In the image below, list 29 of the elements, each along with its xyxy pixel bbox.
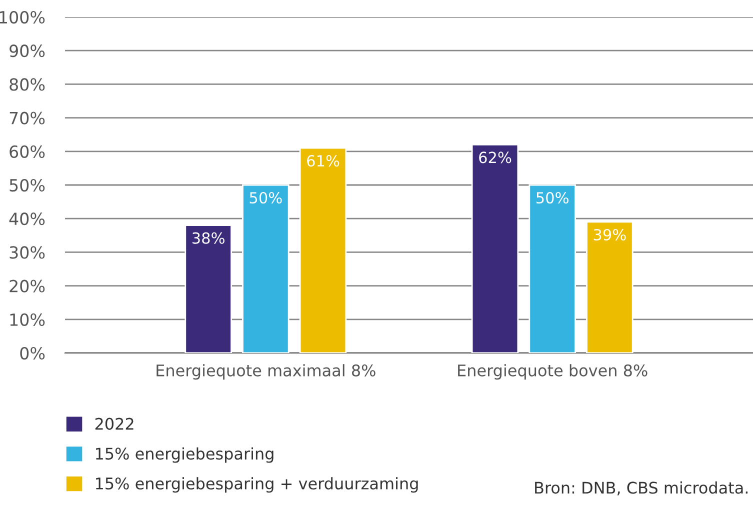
- y-tick-label: 90%: [10, 44, 45, 58]
- y-tick-label: 60%: [10, 145, 45, 158]
- legend-label: 15% energiebesparing + verduurzaming: [96, 477, 418, 493]
- y-tick-label: 0%: [20, 346, 45, 360]
- data-label: 39%: [594, 228, 626, 241]
- y-tick-label: 10%: [10, 313, 45, 326]
- y-tick-label: 30%: [10, 246, 45, 259]
- data-label: 38%: [192, 232, 224, 244]
- bar: [528, 184, 576, 353]
- bar: [586, 221, 634, 353]
- y-tick-label: 50%: [10, 178, 45, 192]
- y-tick-label: 100%: [0, 10, 45, 24]
- legend-label: 15% energiebesparing: [96, 447, 274, 463]
- y-tick-label: 80%: [10, 78, 45, 91]
- data-label: 62%: [479, 152, 512, 164]
- y-tick-label: 70%: [10, 112, 45, 124]
- x-tick-label: Energiequote boven 8%: [458, 364, 648, 380]
- bar: [184, 224, 232, 353]
- y-tick-label: 20%: [10, 280, 45, 292]
- legend-label: 2022: [95, 418, 134, 430]
- data-label: 50%: [250, 192, 282, 204]
- data-label: 61%: [307, 155, 340, 167]
- x-tick-label: Energiequote maximaal 8%: [156, 364, 376, 380]
- text: Bron: DNB, CBS microdata.: [535, 481, 748, 496]
- bar: [299, 147, 347, 353]
- y-tick-label: 40%: [9, 212, 45, 226]
- bar: [471, 144, 519, 353]
- data-label: 50%: [536, 192, 568, 204]
- bar: [242, 184, 290, 353]
